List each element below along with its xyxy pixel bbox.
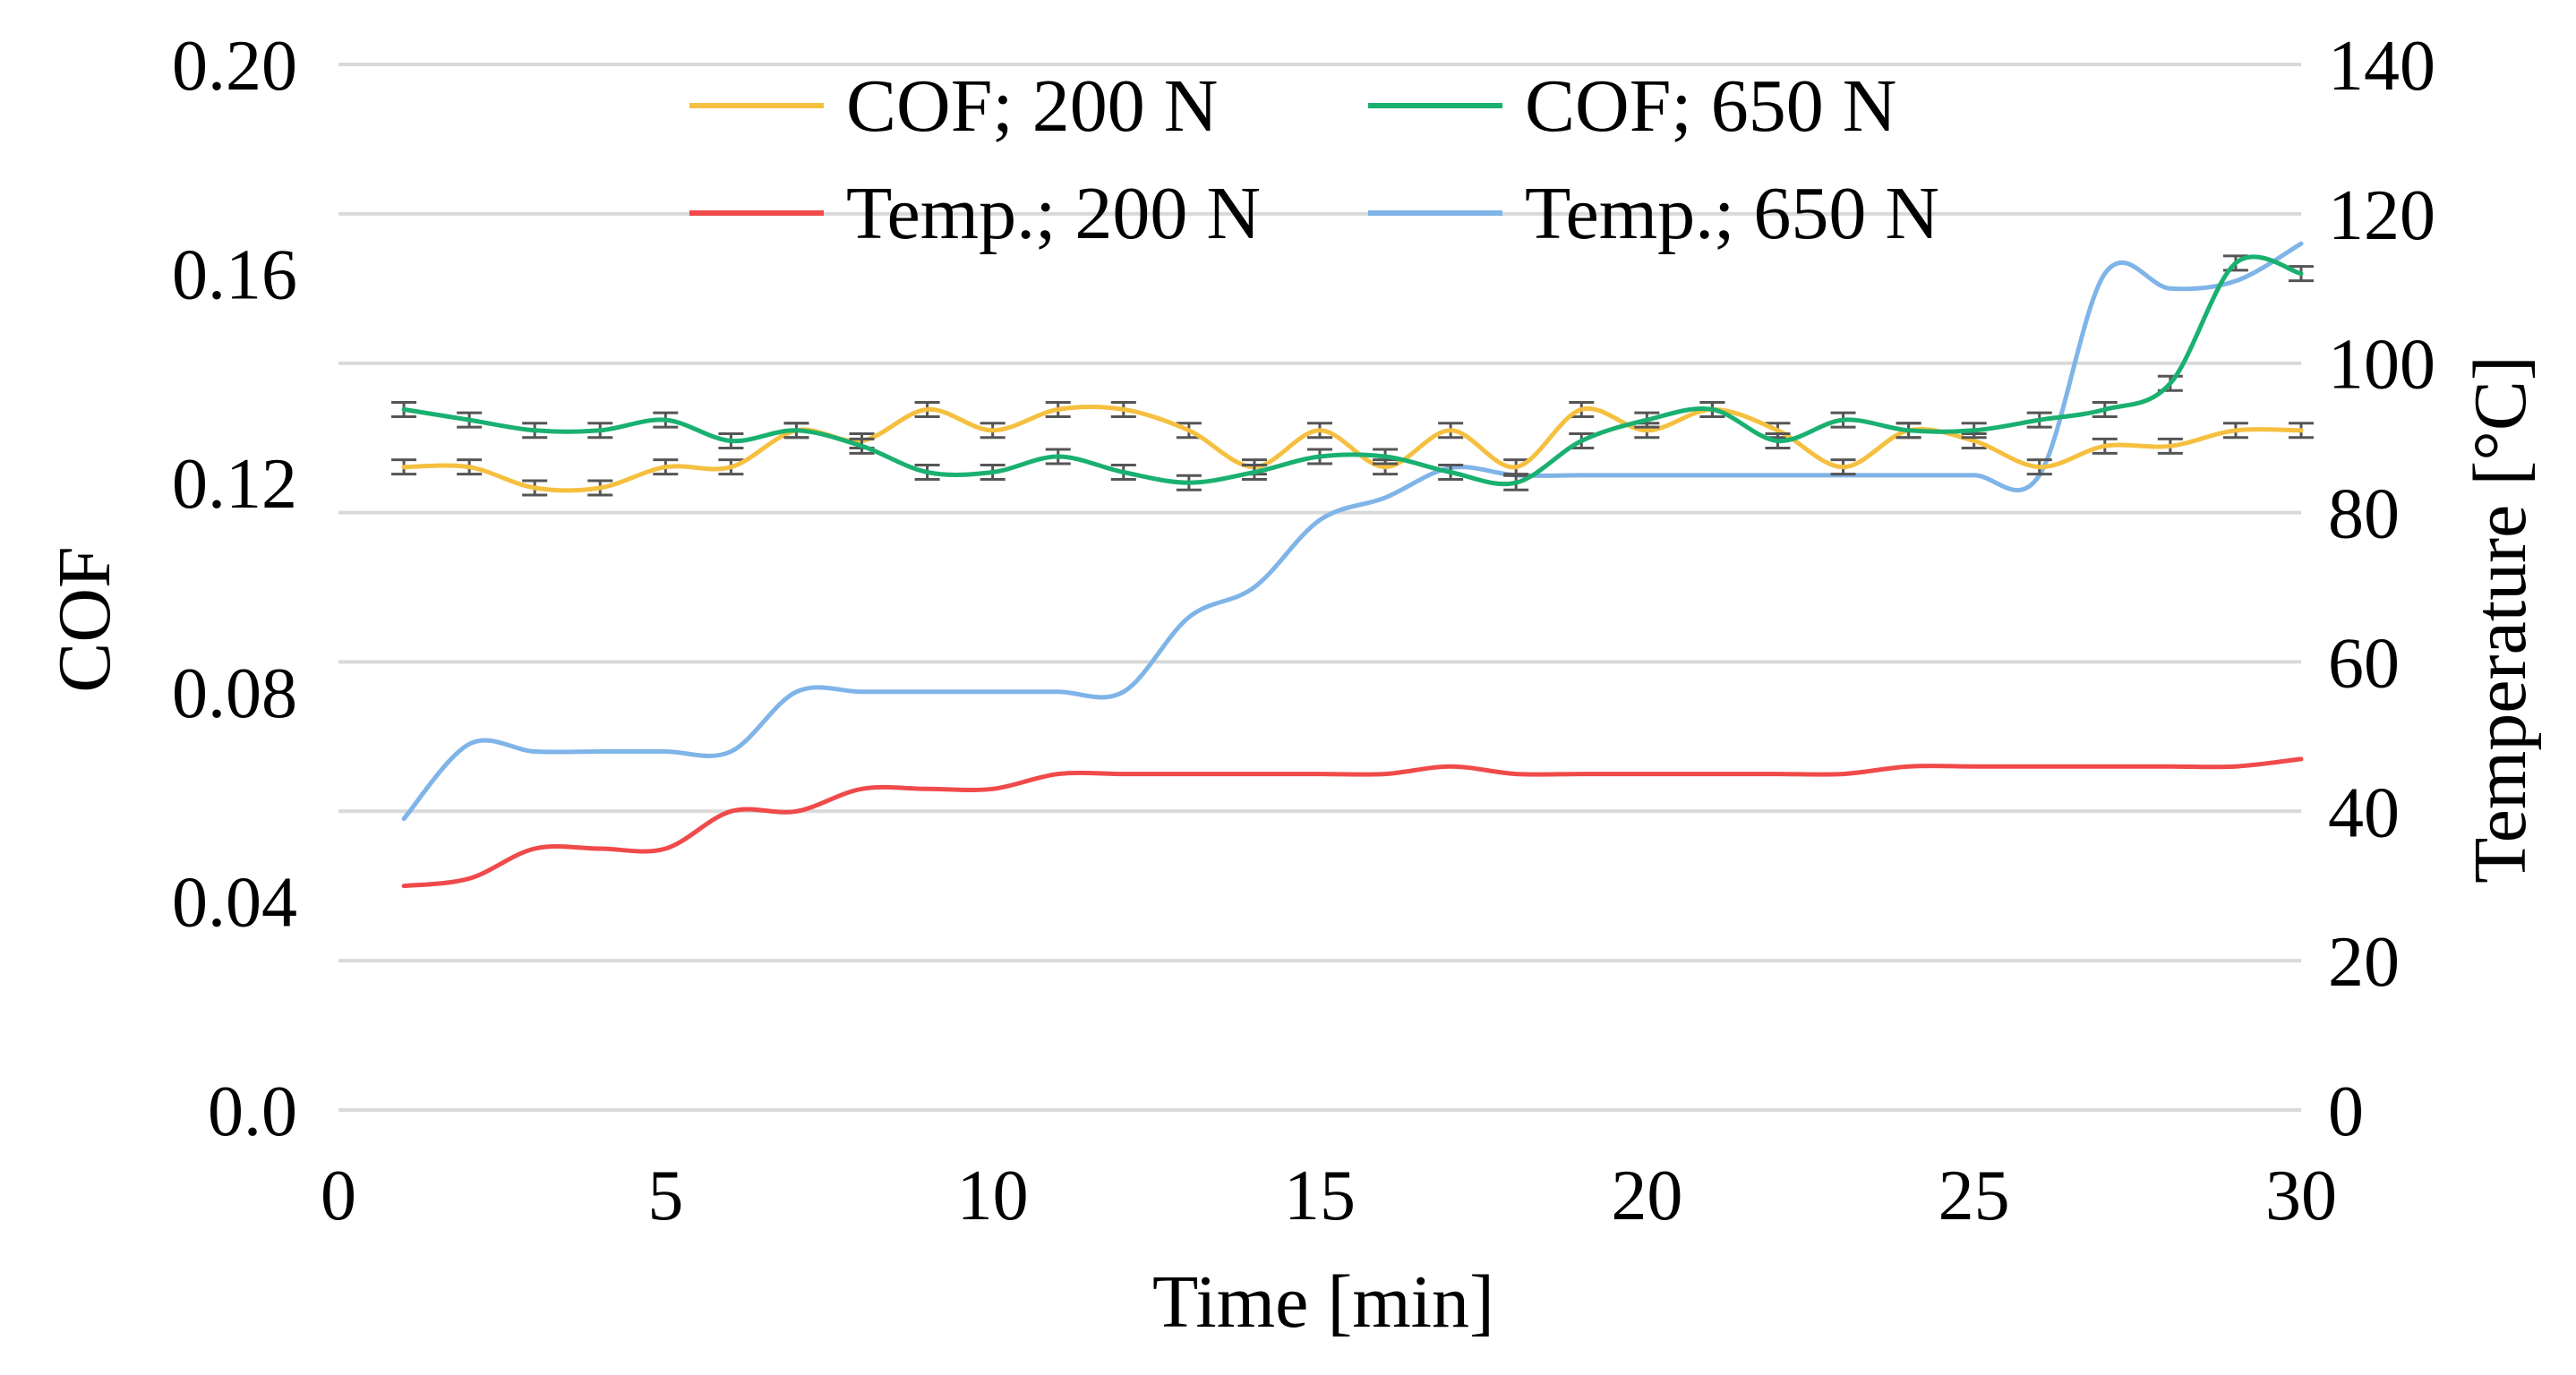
y2-axis-title: Temperature [°C]	[2459, 355, 2542, 884]
legend-label: Temp.; 650 N	[1525, 172, 1939, 255]
x-tick-label: 20	[1611, 1157, 1682, 1235]
legend-item: COF; 650 N	[1368, 64, 1896, 148]
y-tick-label: 0.04	[172, 863, 297, 942]
y-tick-label: 0.16	[172, 236, 297, 315]
y2-tick-label: 80	[2328, 475, 2400, 554]
y-axis-title: COF	[43, 546, 126, 692]
y2-tick-label: 120	[2328, 176, 2435, 255]
y2-tick-label: 60	[2328, 624, 2400, 703]
series-cof-200-n	[391, 400, 2314, 497]
series-line-cof-650-n	[401, 254, 2304, 487]
series-temp-200-n	[401, 756, 2304, 889]
x-tick-label: 10	[957, 1157, 1029, 1235]
legend-item: Temp.; 650 N	[1368, 172, 1939, 255]
y-tick-label: 0.20	[172, 27, 297, 106]
y-tick-label: 0.08	[172, 654, 297, 733]
series-layer	[391, 241, 2314, 889]
tick-labels: 0.00.040.080.120.160.2002040608010012014…	[172, 27, 2435, 1235]
series-line-temp-650-n	[401, 241, 2304, 822]
series-line-cof-200-n	[401, 405, 2304, 493]
x-axis-title: Time [min]	[1152, 1260, 1494, 1344]
y-tick-label: 0.12	[172, 445, 297, 524]
y2-tick-label: 20	[2328, 923, 2400, 1002]
legend-label: COF; 200 N	[846, 64, 1218, 148]
y2-tick-label: 140	[2328, 27, 2435, 106]
gridlines	[338, 63, 2301, 1112]
x-tick-label: 25	[1938, 1157, 2010, 1235]
series-cof-650-n	[391, 254, 2314, 491]
y-tick-label: 0.0	[208, 1072, 297, 1151]
x-tick-label: 30	[2265, 1157, 2337, 1235]
legend-item: COF; 200 N	[689, 64, 1218, 148]
x-tick-label: 5	[647, 1157, 683, 1235]
legend-label: COF; 650 N	[1525, 64, 1896, 148]
x-tick-label: 15	[1284, 1157, 1356, 1235]
series-temp-650-n	[401, 241, 2304, 822]
y2-tick-label: 0	[2328, 1072, 2364, 1151]
legend-item: Temp.; 200 N	[689, 172, 1261, 255]
y2-tick-label: 40	[2328, 773, 2400, 852]
legend-label: Temp.; 200 N	[846, 172, 1261, 255]
y2-tick-label: 100	[2328, 326, 2435, 405]
series-line-temp-200-n	[401, 756, 2304, 889]
legend: COF; 200 N COF; 650 N Temp.; 200 N Temp.; 6…	[689, 64, 1939, 255]
x-tick-label: 0	[321, 1157, 356, 1235]
